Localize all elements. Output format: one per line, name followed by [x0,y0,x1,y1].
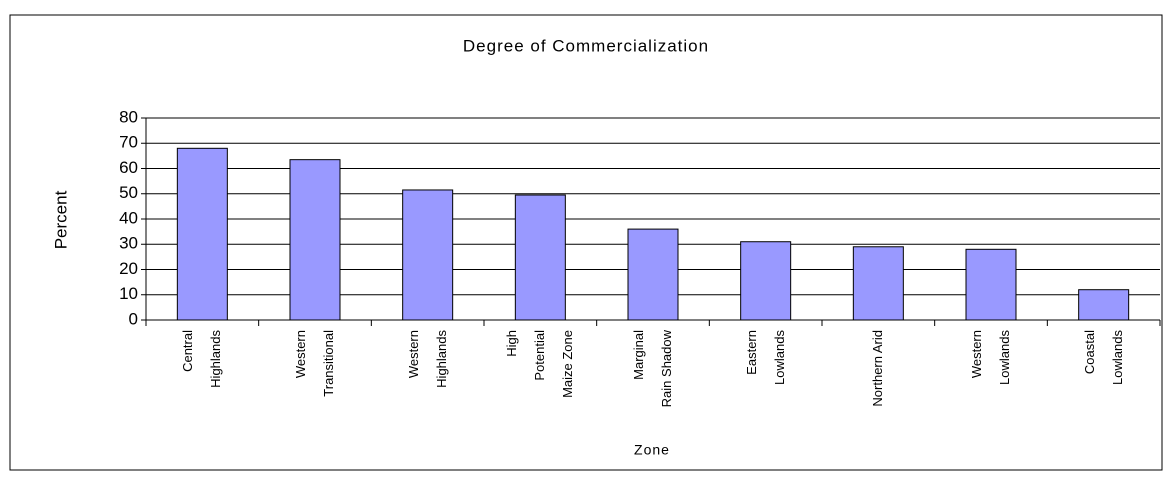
bar [514,194,566,321]
y-tick-label: 40 [119,208,138,227]
y-tick-label: 60 [119,158,138,177]
bar [965,248,1017,321]
bar [402,189,454,321]
y-tick-label: 10 [119,284,138,303]
bar [852,246,904,321]
bar [627,228,679,321]
x-axis-label: Zone [634,442,670,458]
y-tick-label: 80 [119,107,138,126]
y-tick-label: 30 [119,234,138,253]
x-tick-label: High Potential Maize Zone [504,330,576,398]
chart-title: Degree of Commercialization [463,36,709,55]
bar [289,159,341,321]
y-tick-label: 70 [119,133,138,152]
bar [176,147,228,321]
x-tick-label: Central Highlands [180,330,224,388]
bar [740,241,792,321]
y-tick-label: 20 [119,259,138,278]
x-tick-label: Western Lowlands [969,330,1012,385]
y-axis-label: Percent [51,190,70,249]
x-tick-label: Western Highlands [405,330,449,388]
bar [1078,289,1130,321]
x-tick-label: Eastern Lowlands [743,330,787,385]
y-tick-label: 50 [119,183,138,202]
y-tick-label: 0 [129,309,138,328]
x-tick-label: Western Transitional [293,330,336,397]
x-tick-label: Marginal Rain Shadow [631,330,674,408]
x-tick-label: Coastal Lowlands [1081,330,1125,385]
x-tick-label: Northern Arid [870,330,886,407]
